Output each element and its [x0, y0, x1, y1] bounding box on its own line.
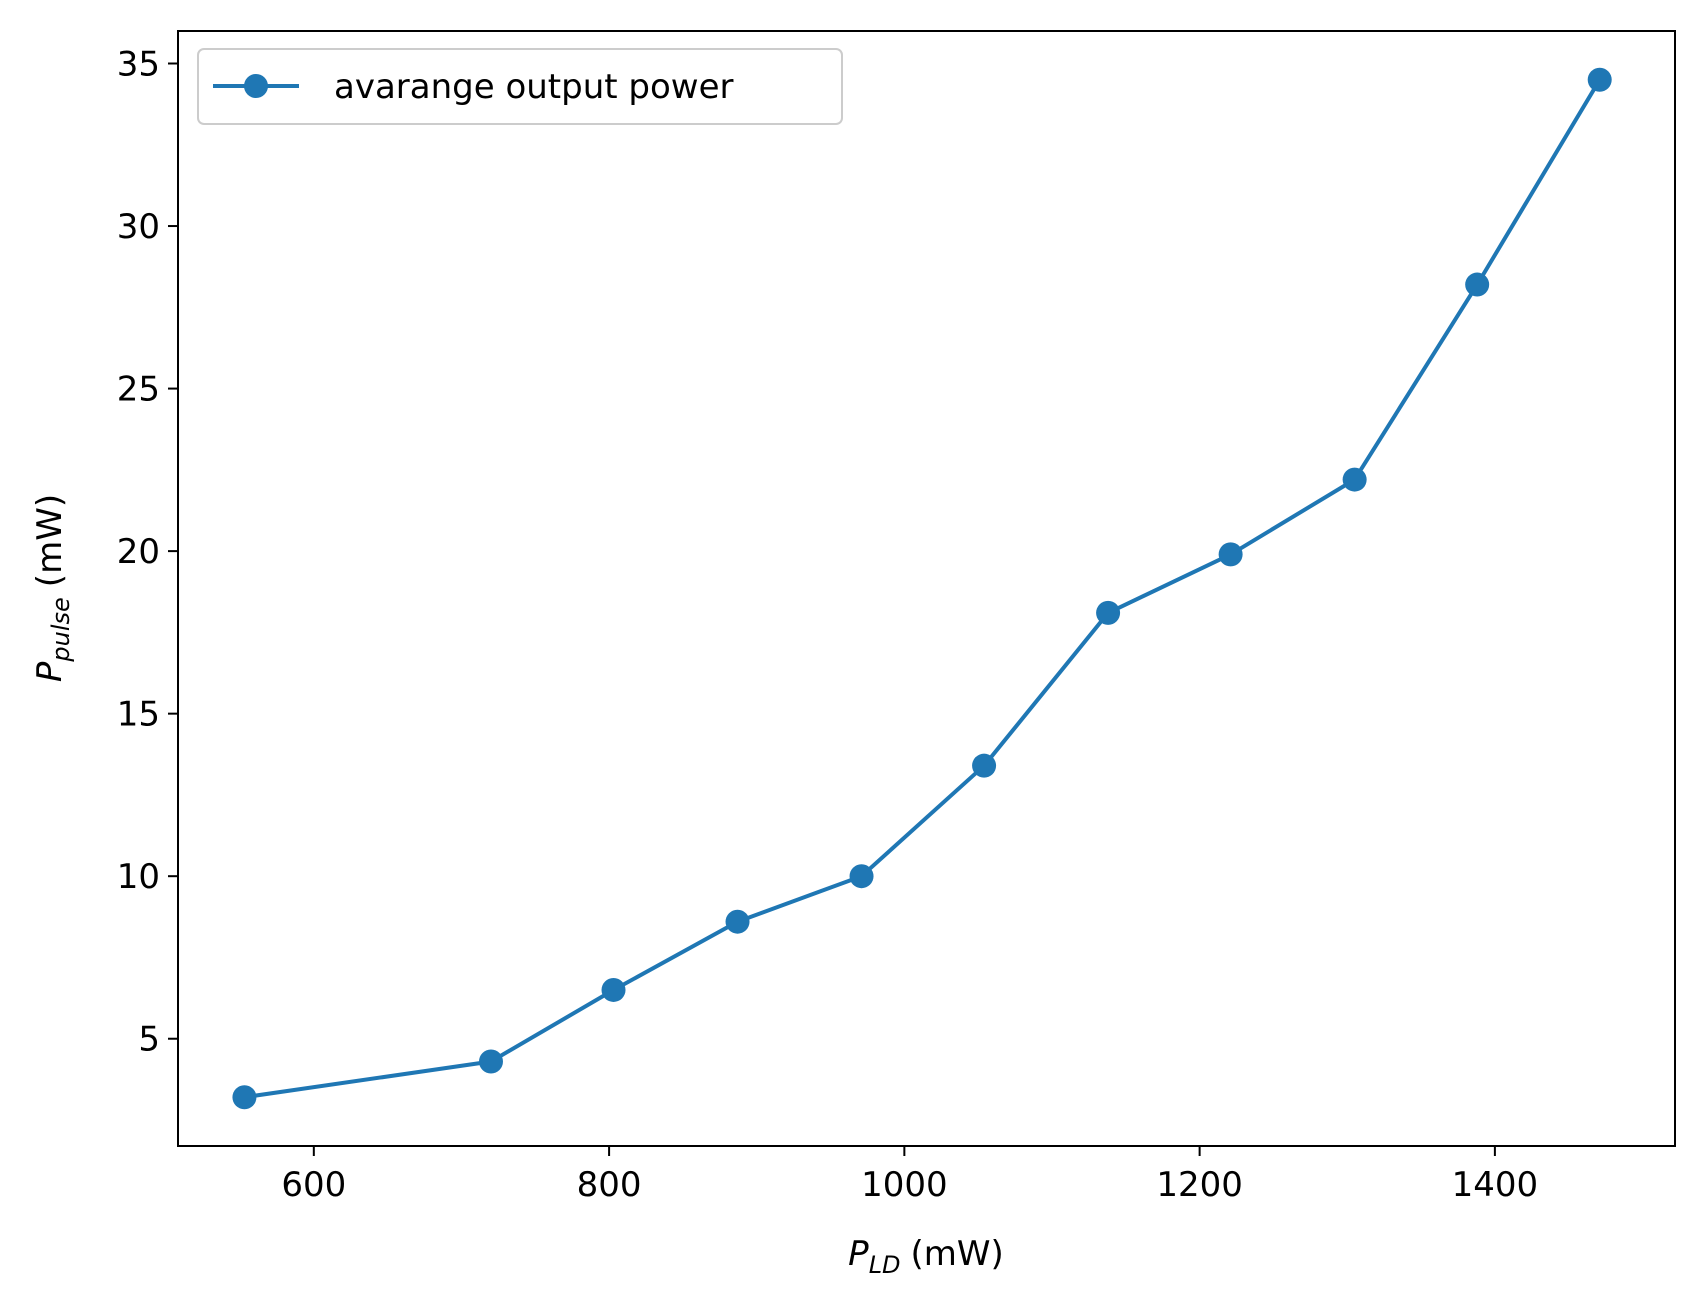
legend-box — [197, 48, 843, 125]
y-tick-label: 15 — [117, 695, 160, 735]
data-point — [601, 977, 626, 1002]
plot-area — [177, 30, 1676, 1147]
data-point — [1465, 272, 1490, 297]
x-tick-label: 1000 — [861, 1165, 948, 1205]
data-point — [478, 1049, 503, 1074]
y-tick-label: 10 — [117, 857, 160, 897]
data-point — [972, 753, 997, 778]
data-point — [232, 1085, 257, 1110]
x-tick-label: 800 — [577, 1165, 642, 1205]
data-point — [1096, 600, 1121, 625]
y-tick-label: 30 — [117, 207, 160, 247]
legend-marker-swatch — [244, 74, 268, 98]
y-tick-label: 20 — [117, 532, 160, 572]
data-point — [1587, 67, 1612, 92]
data-point — [849, 864, 874, 889]
y-tick-label: 35 — [117, 45, 160, 85]
x-axis: 600 800 1000 1200 1400 — [281, 1146, 1538, 1205]
x-tick-label: 1400 — [1452, 1165, 1539, 1205]
y-tick-label: 25 — [117, 370, 160, 410]
x-tick-label: 1200 — [1156, 1165, 1243, 1205]
data-point — [725, 909, 750, 934]
legend-label: avarange output power — [334, 67, 734, 107]
data-point — [1218, 542, 1243, 567]
y-tick-label: 5 — [138, 1020, 160, 1060]
series-markers — [232, 67, 1612, 1110]
x-axis-label: PLD (mW) — [848, 1234, 1004, 1279]
y-axis-label: Ppulse(mW) — [30, 494, 75, 682]
data-point — [1342, 467, 1367, 492]
y-axis: 5 10 15 20 25 30 35 — [117, 45, 178, 1060]
x-tick-label: 600 — [281, 1165, 346, 1205]
legend: avarange output power — [197, 48, 843, 125]
